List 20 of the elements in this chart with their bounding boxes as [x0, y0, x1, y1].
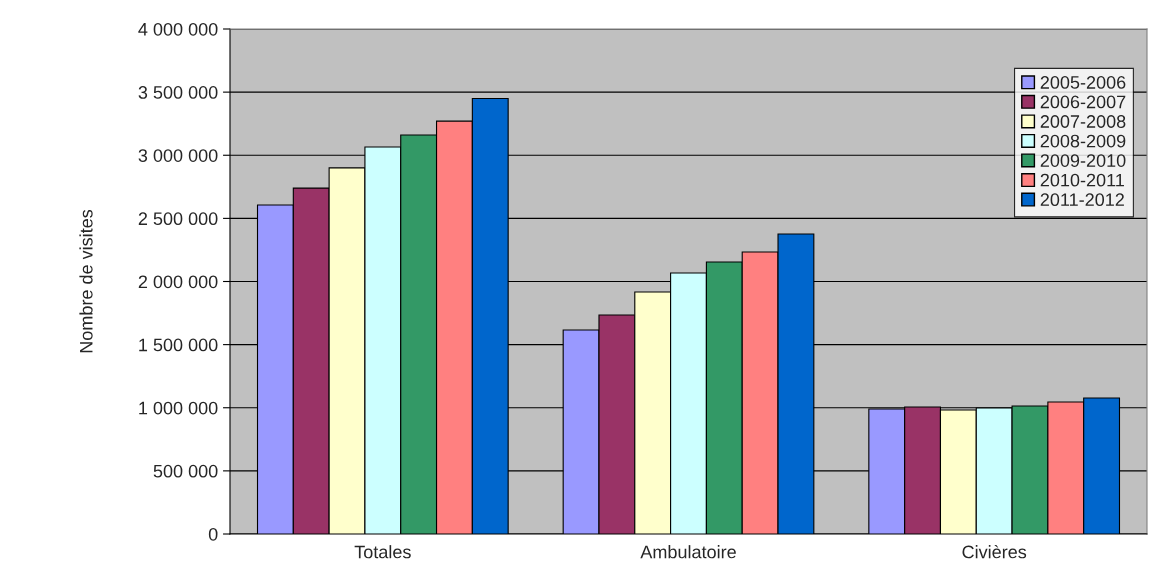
legend-label: 2007-2008: [1040, 115, 1126, 128]
x-tick-label: Civières: [962, 544, 1027, 559]
y-axis-title: Nombre de visites: [79, 209, 93, 353]
legend-label: 2009-2010: [1040, 154, 1126, 167]
y-tick-label: 2 500 000: [138, 212, 218, 226]
legend-label: 2005-2006: [1040, 76, 1126, 89]
y-tick-label: 4 000 000: [138, 22, 218, 36]
y-tick-label: 3 000 000: [138, 149, 218, 162]
x-tick-label: Totales: [354, 545, 411, 559]
legend-label: 2010-2011: [1040, 173, 1124, 187]
legend-label: 2008-2009: [1040, 134, 1126, 148]
y-tick-label: 500 000: [153, 464, 218, 478]
y-tick-label: 1 500 000: [139, 338, 218, 352]
y-tick-label: 2 000 000: [138, 275, 218, 289]
x-tick-label: Ambulatoire: [640, 545, 736, 559]
legend-label: 2011-2012: [1040, 193, 1124, 207]
y-tick-label: 0: [208, 527, 218, 541]
legend-label: 2006-2007: [1040, 95, 1126, 109]
y-tick-label: 3 500 000: [138, 86, 218, 99]
y-tick-label: 1 000 000: [139, 401, 218, 415]
